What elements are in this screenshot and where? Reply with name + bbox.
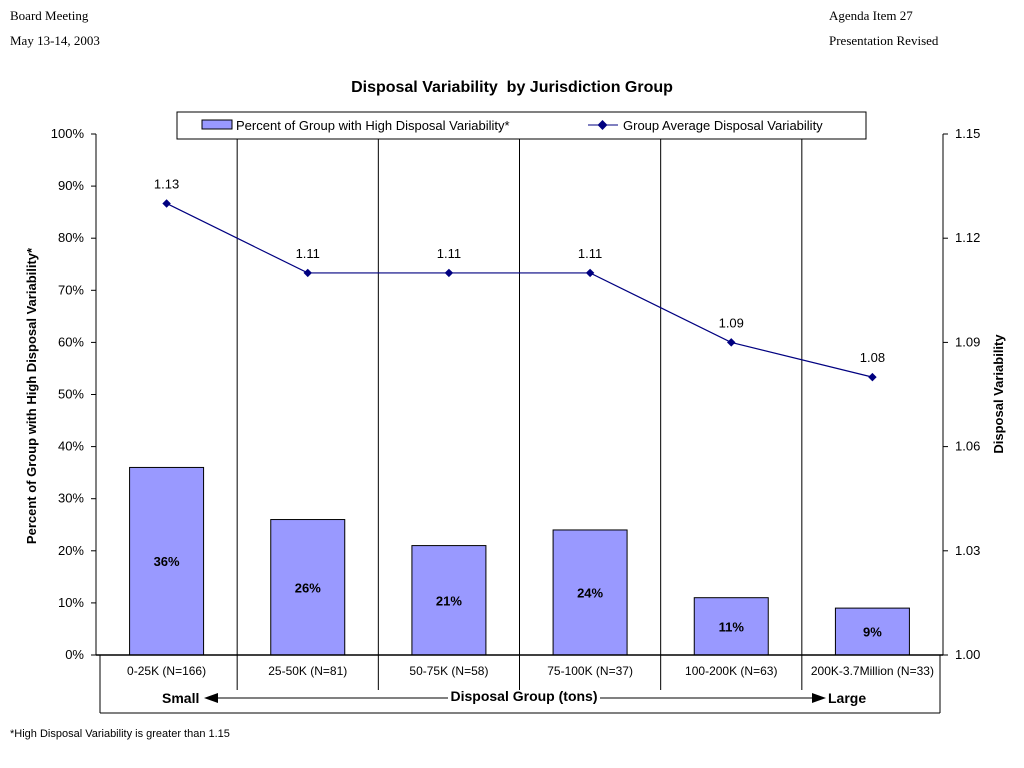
bar-value-label: 36% [154,554,180,569]
y-tick-label-left: 0% [65,647,84,662]
line-point [304,269,312,277]
bar-value-label: 21% [436,593,462,608]
line-point [727,338,735,346]
x-axis-title-row: Small Disposal Group (tons) Large [162,688,866,706]
bar-value-label: 24% [577,585,603,600]
arrow-left-head [204,693,218,703]
y-axis-label-left: Percent of Group with High Disposal Vari… [24,247,39,544]
y-tick-label-left: 30% [58,491,84,506]
y-tick-label-right: 1.12 [955,230,980,245]
x-tick-label: 0-25K (N=166) [127,664,206,678]
line-point [162,199,170,207]
line-value-label: 1.09 [719,315,744,330]
y-tick-label-left: 50% [58,387,84,402]
x-tick-label: 200K-3.7Million (N=33) [811,664,934,678]
x-tick-label: 100-200K (N=63) [685,664,777,678]
y-tick-label-right: 1.03 [955,543,980,558]
chart: Disposal Variability by Jurisdiction Gro… [0,0,1024,768]
legend-line-label: Group Average Disposal Variability [623,118,823,133]
legend-bar-swatch [202,120,232,129]
x-axis-label-large: Large [828,690,866,706]
y-tick-label-right: 1.15 [955,126,980,141]
y-tick-label-left: 40% [58,439,84,454]
y-tick-label-right: 1.00 [955,647,980,662]
line-value-label: 1.11 [296,246,320,261]
y-tick-label-left: 100% [51,126,85,141]
line-point [445,269,453,277]
legend: Percent of Group with High Disposal Vari… [177,112,866,139]
y-tick-label-left: 10% [58,595,84,610]
plot-area: 0% 10% 20% 30% 40% 50% 60% 70% 80% 90% 100% 1.00 1.0… [51,126,981,713]
x-tick-label: 25-50K (N=81) [268,664,347,678]
legend-bar-label: Percent of Group with High Disposal Vari… [236,118,510,133]
y-tick-label-right: 1.06 [955,439,980,454]
x-tick-label: 50-75K (N=58) [409,664,488,678]
y-tick-label-right: 1.09 [955,334,980,349]
y-tick-label-left: 90% [58,178,84,193]
arrow-right-head [812,693,826,703]
bar-value-label: 26% [295,580,321,595]
y-axis-label-right: Disposal Variability [991,334,1006,454]
line-value-label: 1.11 [578,246,602,261]
line-value-label: 1.11 [437,246,461,261]
y-tick-label-left: 20% [58,543,84,558]
line-point [586,269,594,277]
x-tick-label: 75-100K (N=37) [547,664,633,678]
bar-value-label: 9% [863,625,882,640]
x-axis-label: Disposal Group (tons) [451,688,598,704]
bar-value-label: 11% [719,619,745,634]
y-tick-label-left: 80% [58,230,84,245]
line-value-label: 1.08 [860,350,885,365]
chart-title: Disposal Variability by Jurisdiction Gro… [351,79,673,96]
footnote: *High Disposal Variability is greater th… [10,728,230,740]
x-axis-label-small: Small [162,690,199,706]
line-value-label: 1.13 [154,176,179,191]
y-tick-label-left: 60% [58,334,84,349]
line-point [868,373,876,381]
y-tick-label-left: 70% [58,282,84,297]
